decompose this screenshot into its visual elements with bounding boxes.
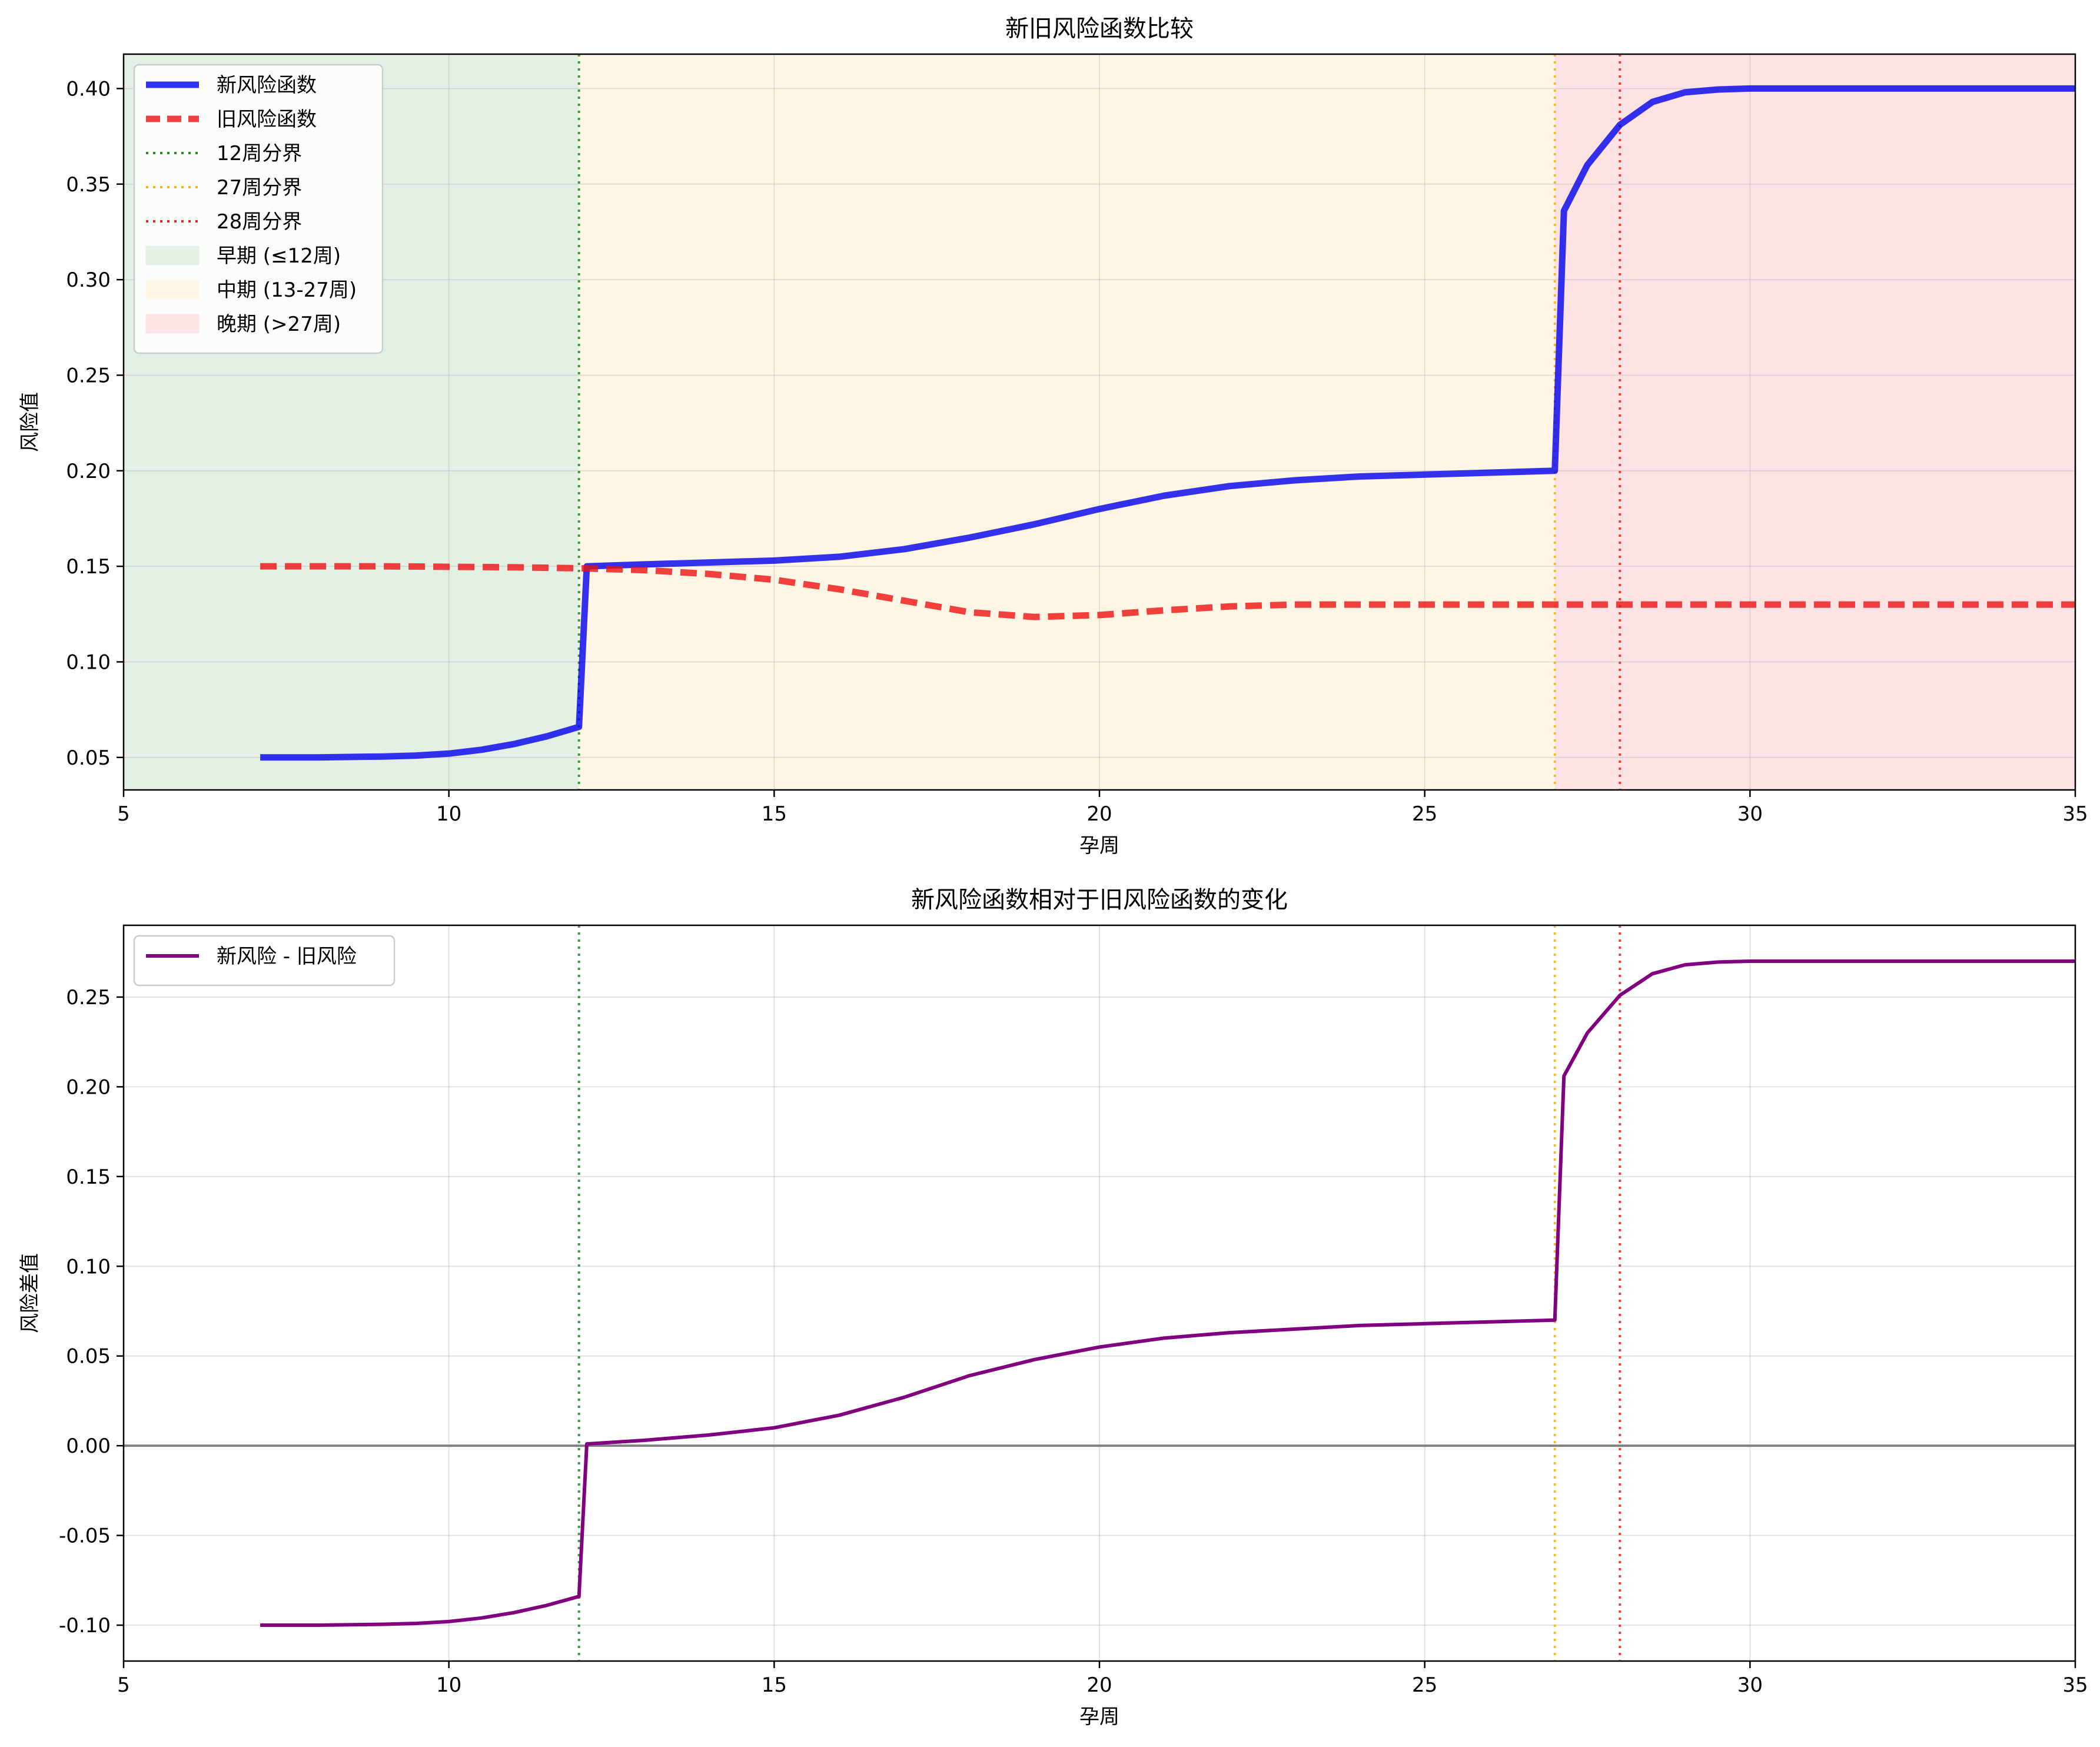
x-tick-label-6: 35 [2062,802,2088,826]
legend-label-2: 12周分界 [217,142,302,165]
x-tick-label-3: 20 [1086,1673,1112,1697]
y-tick-label-5: 0.30 [66,268,111,292]
legend-label-0: 新风险函数 [217,74,317,97]
x-ticks: 5 10 15 20 25 30 35 [117,790,2088,826]
y-tick-label-0: 0.05 [66,746,111,770]
chart-title: 新旧风险函数比较 [1005,15,1194,42]
y-tick-label-4: 0.10 [66,1255,111,1278]
x-tick-label-0: 5 [117,1673,130,1697]
x-tick-label-5: 30 [1737,802,1763,826]
x-tick-label-0: 5 [117,802,130,826]
legend: 新风险 - 旧风险 [133,935,396,987]
chart-title: 新风险函数相对于旧风险函数的变化 [911,886,1288,914]
y-tick-label-2: 0.15 [66,555,111,579]
x-tick-label-3: 20 [1086,802,1112,826]
y-tick-label-3: 0.20 [66,460,111,483]
x-axis-label: 孕周 [1079,834,1119,858]
y-tick-label-4: 0.25 [66,364,111,387]
x-tick-label-2: 15 [762,1673,787,1697]
y-tick-label-0: -0.10 [59,1614,111,1638]
x-tick-label-6: 35 [2062,1673,2088,1697]
legend-label-6: 中期 (13-27周) [217,278,357,302]
legend-label-0: 新风险 - 旧风险 [217,945,357,968]
series-lines [260,959,2075,1627]
x-axis-label: 孕周 [1079,1705,1119,1729]
legend-label-3: 27周分界 [217,176,302,200]
x-tick-label-4: 25 [1412,802,1437,826]
grid-lines [123,925,2076,1661]
y-tick-label-7: 0.25 [66,986,111,1009]
legend-box [133,935,396,987]
y-axis-label: 风险值 [18,392,42,452]
y-tick-label-7: 0.40 [66,77,111,101]
y-tick-label-2: 0.00 [66,1434,111,1458]
legend-label-1: 旧风险函数 [217,108,317,131]
x-tick-label-2: 15 [762,802,787,826]
series-line-0 [260,959,2075,1627]
x-ticks: 5 10 15 20 25 30 35 [117,1661,2088,1697]
y-tick-label-6: 0.35 [66,173,111,197]
phase-span-2 [1554,54,2075,790]
x-tick-label-4: 25 [1412,1673,1437,1697]
phase-span-1 [579,54,1555,790]
x-tick-label-1: 10 [436,1673,461,1697]
series-line-0 [260,85,2075,761]
y-ticks: -0.10 -0.05 0.00 0.05 0.10 0.15 0.20 0.25 [59,986,124,1638]
series-lines [260,85,2075,761]
legend-swatch-5 [145,245,200,265]
legend-label-4: 28周分界 [217,210,302,234]
chart-panel-top: 5 10 15 20 25 30 35 0.050.100.150.200.250.300.… [18,15,2088,858]
y-tick-label-1: 0.10 [66,650,111,674]
legend-swatch-6 [145,280,200,300]
x-tick-label-1: 10 [436,802,461,826]
series-line-1 [260,563,2075,620]
legend-swatch-7 [145,314,200,334]
y-ticks: 0.05 0.10 0.15 0.20 0.25 0.30 0.35 0.40 [66,77,124,770]
y-tick-label-5: 0.15 [66,1165,111,1189]
y-tick-label-6: 0.20 [66,1075,111,1099]
y-tick-label-3: 0.05 [66,1345,111,1369]
y-axis-label: 风险差值 [18,1253,42,1333]
legend-label-5: 早期 (≤12周) [217,244,341,268]
chart-panel-bottom: 5 10 15 20 25 30 35 -0.10 -0.05 0.00 0.05 0.10 0.15… [18,886,2088,1729]
x-tick-label-5: 30 [1737,1673,1763,1697]
y-tick-label-1: -0.05 [59,1525,111,1548]
legend-label-7: 晚期 (>27周) [217,313,341,336]
